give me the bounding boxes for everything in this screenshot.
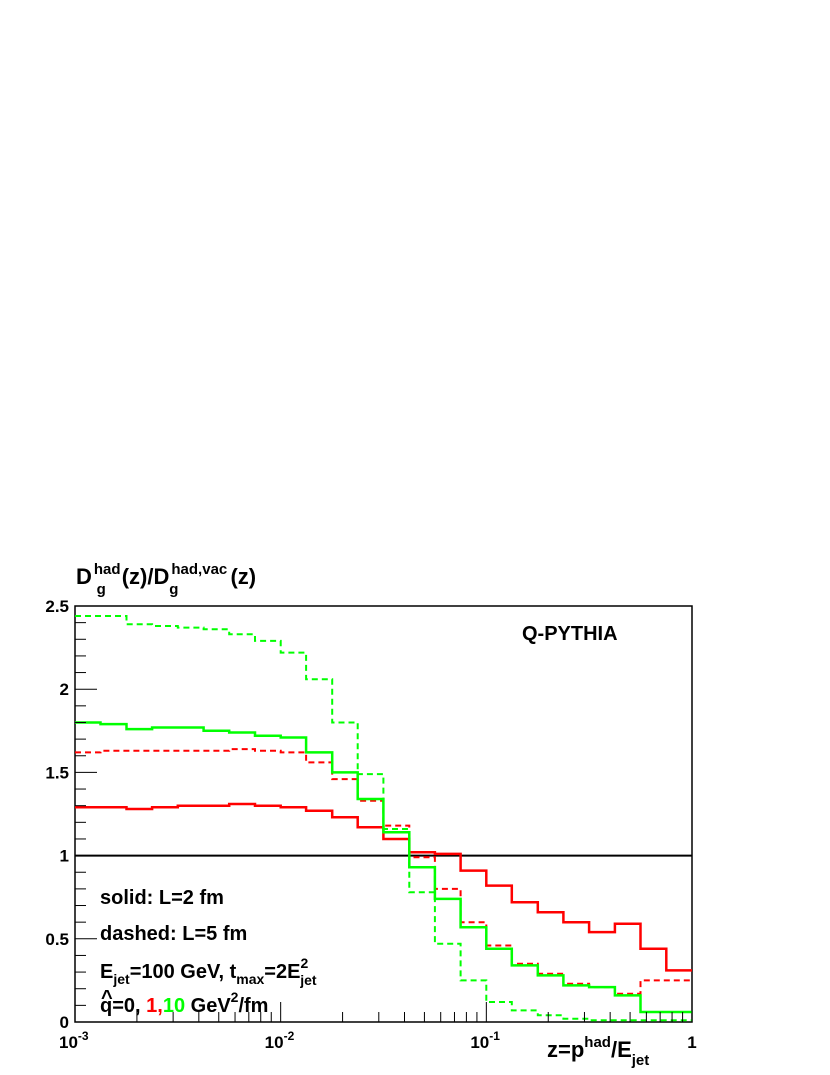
y-title-end: (z)	[230, 564, 256, 589]
ejet-p1: E	[100, 961, 113, 983]
annotation-dashed: dashed: L=5 fm	[100, 923, 247, 945]
y-tick-label: 1.5	[45, 763, 69, 782]
ejet-sub1: jet	[112, 971, 130, 987]
ejet-sup3: 2	[300, 955, 308, 971]
series-line-2	[75, 748, 692, 995]
y-title-mid: (z)/D	[122, 564, 170, 589]
plot-title: Q-PYTHIA	[522, 623, 618, 645]
qhat-p2: GeV	[185, 995, 231, 1017]
plot-frame	[74, 605, 693, 1023]
y-title-sub1: g	[97, 581, 106, 598]
annotation-qhat-hat: ^	[101, 987, 113, 1009]
qhat-p3: /fm	[238, 995, 268, 1017]
y-title-sup2: had,vac	[171, 561, 227, 578]
y-tick-label: 2	[60, 680, 69, 699]
ticks-group: 0 0.5 1 1.5 2 2.5 10-3 10-2 10-1 1	[45, 597, 696, 1052]
ejet-p2: =100 GeV, t	[130, 961, 237, 983]
x-tick-label: 10-3	[59, 1029, 89, 1052]
series-group	[75, 615, 692, 1022]
annotation-ejet: Ejet=100 GeV, tmax=2E2 jet	[100, 955, 317, 988]
y-tick-label: 0	[60, 1013, 69, 1032]
x-title-sup: had	[584, 1034, 611, 1051]
ejet-sub2: max	[236, 971, 264, 987]
qhat-comma: ,	[157, 995, 163, 1017]
qhat-sup: 2	[231, 989, 239, 1005]
x-tick-label: 10-2	[265, 1029, 295, 1052]
y-title-sup1: had	[94, 561, 121, 578]
y-title-sub2: g	[169, 581, 178, 598]
x-tick-label: 10-1	[470, 1029, 500, 1052]
y-tick-label: 2.5	[45, 597, 69, 616]
series-line-1	[75, 802, 692, 972]
ejet-sub3: jet	[299, 972, 317, 988]
x-tick-label: 1	[687, 1033, 696, 1052]
qhat-p1: q=0,	[100, 995, 146, 1017]
y-title-d1: D	[76, 564, 92, 589]
series-line-4	[75, 615, 692, 1022]
y-tick-label: 1	[60, 847, 69, 866]
x-title-pre: z=p	[547, 1037, 584, 1062]
annotation-solid: solid: L=2 fm	[100, 887, 224, 909]
x-title-mid: /E	[611, 1037, 632, 1062]
ejet-p3: =2E	[264, 961, 300, 983]
qhat-v2: 10	[163, 995, 185, 1017]
annotation-qhat: q=0, 1,10 GeV2/fm	[100, 989, 268, 1017]
x-axis-title: z=phad/Ejet	[547, 1034, 649, 1069]
series-line-3	[75, 721, 692, 1014]
y-tick-label: 0.5	[45, 930, 69, 949]
x-title-sub: jet	[631, 1052, 650, 1069]
qhat-v1: 1	[146, 995, 157, 1017]
